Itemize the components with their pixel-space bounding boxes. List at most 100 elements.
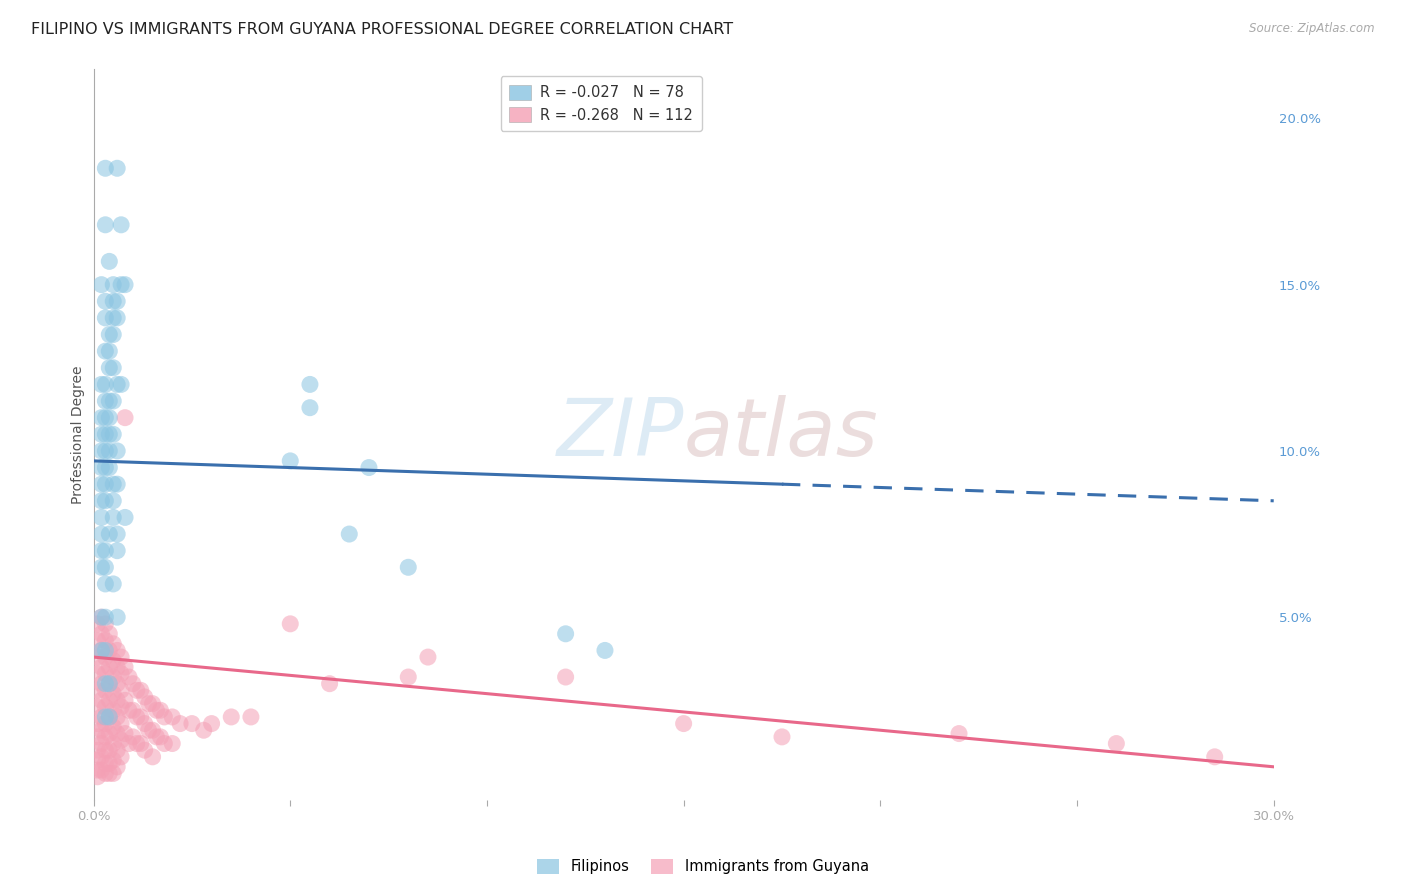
Point bbox=[90, 560, 112, 574]
Point bbox=[110, 377, 132, 392]
Point bbox=[416, 650, 439, 665]
Point bbox=[94, 766, 117, 780]
Point bbox=[94, 310, 117, 325]
Point bbox=[114, 660, 136, 674]
Point bbox=[948, 726, 970, 740]
Point bbox=[90, 627, 112, 641]
Point bbox=[118, 670, 141, 684]
Point bbox=[94, 427, 117, 442]
Point bbox=[110, 277, 132, 292]
Point bbox=[98, 693, 121, 707]
Point bbox=[90, 377, 112, 392]
Point bbox=[125, 737, 148, 751]
Point bbox=[129, 737, 152, 751]
Point bbox=[98, 743, 121, 757]
Point bbox=[103, 753, 125, 767]
Point bbox=[114, 510, 136, 524]
Point bbox=[145, 703, 167, 717]
Point bbox=[94, 161, 117, 176]
Point bbox=[103, 703, 125, 717]
Point bbox=[94, 218, 117, 232]
Point bbox=[105, 527, 128, 541]
Point bbox=[357, 460, 380, 475]
Point bbox=[90, 460, 112, 475]
Point bbox=[193, 723, 215, 738]
Point bbox=[103, 510, 125, 524]
Point bbox=[149, 730, 172, 744]
Legend: Filipinos, Immigrants from Guyana: Filipinos, Immigrants from Guyana bbox=[531, 853, 875, 880]
Point bbox=[278, 616, 301, 631]
Point bbox=[90, 527, 112, 541]
Point bbox=[94, 710, 117, 724]
Point bbox=[94, 716, 117, 731]
Point bbox=[94, 344, 117, 359]
Point bbox=[94, 394, 117, 409]
Point bbox=[122, 703, 145, 717]
Point bbox=[125, 683, 148, 698]
Point bbox=[98, 394, 121, 409]
Point bbox=[149, 703, 172, 717]
Point bbox=[90, 410, 112, 425]
Point bbox=[134, 716, 156, 731]
Point bbox=[298, 377, 321, 392]
Point bbox=[145, 730, 167, 744]
Point bbox=[103, 670, 125, 684]
Point bbox=[86, 770, 108, 784]
Point bbox=[94, 577, 117, 591]
Point bbox=[94, 294, 117, 309]
Point bbox=[94, 756, 117, 771]
Point bbox=[98, 427, 121, 442]
Point bbox=[105, 477, 128, 491]
Point bbox=[105, 610, 128, 624]
Point bbox=[103, 294, 125, 309]
Point bbox=[103, 277, 125, 292]
Point bbox=[396, 560, 419, 574]
Point bbox=[103, 360, 125, 375]
Point bbox=[122, 676, 145, 690]
Point bbox=[90, 737, 112, 751]
Point bbox=[110, 749, 132, 764]
Y-axis label: Professional Degree: Professional Degree bbox=[72, 365, 86, 504]
Point bbox=[98, 444, 121, 458]
Point bbox=[138, 697, 160, 711]
Point bbox=[90, 510, 112, 524]
Text: FILIPINO VS IMMIGRANTS FROM GUYANA PROFESSIONAL DEGREE CORRELATION CHART: FILIPINO VS IMMIGRANTS FROM GUYANA PROFE… bbox=[31, 22, 733, 37]
Point bbox=[114, 410, 136, 425]
Point bbox=[94, 477, 117, 491]
Point bbox=[110, 666, 132, 681]
Point bbox=[103, 637, 125, 651]
Point bbox=[98, 756, 121, 771]
Point bbox=[90, 427, 112, 442]
Point bbox=[105, 643, 128, 657]
Point bbox=[94, 560, 117, 574]
Point bbox=[98, 327, 121, 342]
Point bbox=[105, 294, 128, 309]
Point bbox=[94, 700, 117, 714]
Point bbox=[103, 737, 125, 751]
Point bbox=[98, 410, 121, 425]
Point bbox=[94, 377, 117, 392]
Point bbox=[103, 477, 125, 491]
Point bbox=[318, 676, 340, 690]
Point bbox=[200, 716, 222, 731]
Point bbox=[90, 643, 112, 657]
Point bbox=[118, 737, 141, 751]
Point bbox=[110, 650, 132, 665]
Point bbox=[98, 344, 121, 359]
Point bbox=[86, 666, 108, 681]
Point bbox=[94, 610, 117, 624]
Point bbox=[103, 327, 125, 342]
Point bbox=[105, 660, 128, 674]
Point bbox=[110, 700, 132, 714]
Point bbox=[180, 716, 202, 731]
Point bbox=[129, 683, 152, 698]
Point bbox=[94, 460, 117, 475]
Point bbox=[239, 710, 262, 724]
Point bbox=[103, 493, 125, 508]
Point bbox=[103, 310, 125, 325]
Point bbox=[90, 610, 112, 624]
Point bbox=[105, 760, 128, 774]
Point bbox=[105, 543, 128, 558]
Point bbox=[90, 763, 112, 777]
Point bbox=[90, 444, 112, 458]
